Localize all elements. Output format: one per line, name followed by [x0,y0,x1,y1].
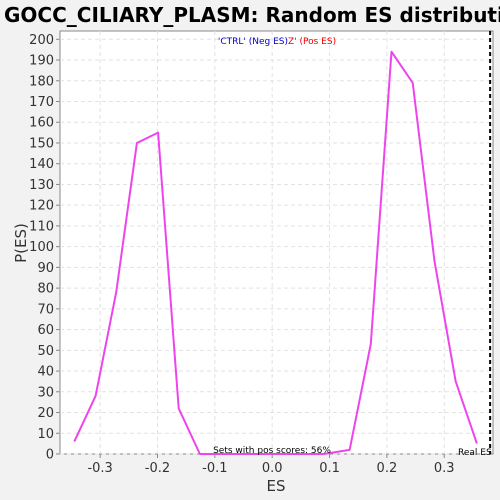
y-tick-label: 150 [29,136,54,151]
y-tick-label: 50 [37,344,54,359]
y-tick-label: 60 [37,323,54,338]
y-tick-label: 70 [37,302,54,317]
real-es-label: Real ES [458,448,492,458]
pos-scores-annotation: Sets with pos scores: 56% [213,446,331,456]
y-tick-label: 200 [29,33,54,48]
y-tick-label: 110 [29,219,54,234]
y-tick-label: 20 [37,406,54,421]
y-tick-label: 10 [37,427,54,442]
y-tick-label: 40 [37,365,54,380]
y-tick-label: 160 [29,116,54,131]
y-tick-label: 100 [29,240,54,255]
legend-pos-label: Z' (Pos ES) [288,37,336,47]
y-tick-label: 140 [29,157,54,172]
y-tick-label: 120 [29,199,54,214]
x-tick-label: 0.2 [377,461,398,476]
x-axis-ticks: -0.3 -0.2 -0.1 0.0 0.1 0.2 0.3 [87,454,455,476]
x-tick-label: 0.1 [319,461,340,476]
x-tick-label: 0.0 [262,461,283,476]
y-tick-label: 180 [29,74,54,89]
y-tick-label: 170 [29,95,54,110]
x-tick-label: 0.3 [434,461,455,476]
chart-title: GOCC_CILIARY_PLASM: Random ES distributi… [4,3,500,27]
y-tick-label: 130 [29,178,54,193]
y-axis-ticks: 0 10 20 30 40 50 60 70 80 90 100 110 120 130 140 150 160… [29,33,60,463]
plot-area [59,30,494,455]
x-tick-label: -0.2 [145,461,170,476]
y-tick-label: 0 [46,448,54,463]
x-axis-label: ES [267,477,286,495]
y-axis-label: P(ES) [12,223,30,263]
y-tick-label: 90 [37,261,54,276]
grid-lines [60,31,493,455]
y-tick-label: 30 [37,385,54,400]
y-tick-label: 190 [29,54,54,69]
y-tick-label: 80 [37,282,54,297]
x-tick-label: -0.1 [202,461,227,476]
legend-neg-label: 'CTRL' (Neg ES) [218,37,288,47]
x-tick-label: -0.3 [87,461,112,476]
